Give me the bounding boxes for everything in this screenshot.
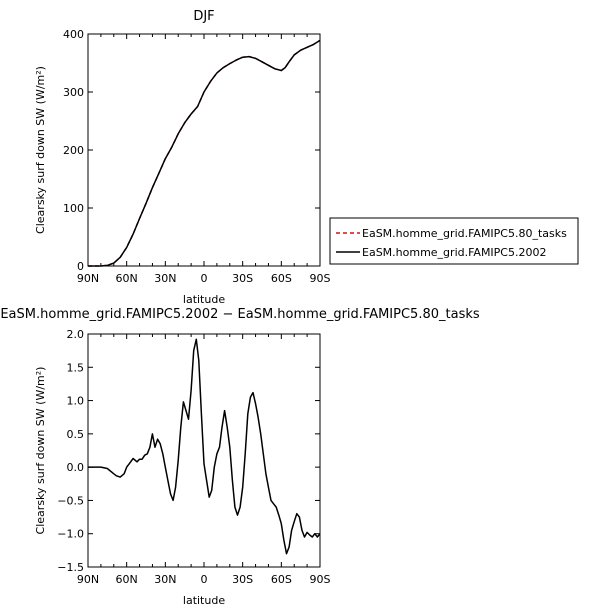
x-tick-label: 60N: [116, 272, 138, 285]
top-chart-title: DJF: [193, 9, 214, 24]
x-tick-label: 30N: [154, 272, 176, 285]
x-tick-label: 60S: [271, 272, 292, 285]
legend-box: [329, 217, 579, 265]
y-tick-label: 2.0: [67, 328, 85, 341]
x-tick-label: 30N: [154, 573, 176, 586]
x-tick-label: 90N: [77, 272, 99, 285]
y-tick-label: −1.5: [57, 561, 84, 574]
x-tick-label: 0: [201, 573, 208, 586]
bottom-y-axis-label: Clearsky surf down SW (W/m²): [34, 367, 47, 535]
y-tick-label: 300: [63, 86, 84, 99]
legend: EaSM.homme_grid.FAMIPC5.80_tasks EaSM.ho…: [329, 217, 579, 265]
bottom-chart-panel: EaSM.homme_grid.FAMIPC5.2002 − EaSM.homm…: [0, 307, 480, 607]
bottom-x-axis-label: latitude: [183, 594, 225, 607]
x-tick-label: 30S: [232, 272, 253, 285]
y-tick-label: 400: [63, 28, 84, 41]
series-line-2002: [88, 39, 321, 267]
top-plot-frame: [87, 33, 321, 267]
y-tick-label: 100: [63, 202, 84, 215]
x-tick-label: 90S: [310, 272, 331, 285]
series-line-80-tasks: [88, 39, 321, 267]
series-line-difference: [88, 338, 321, 555]
top-y-axis-label: Clearsky surf down SW (W/m²): [34, 66, 47, 234]
x-tick-label: 0: [201, 272, 208, 285]
y-tick-label: 200: [63, 144, 84, 157]
y-tick-label: 0.5: [67, 428, 85, 441]
top-axes: 90N 60N 30N 0 30S 60S 90S 0 100 200 300 400: [63, 28, 331, 285]
y-tick-label: 1.5: [67, 361, 85, 374]
y-tick-label: −0.5: [57, 494, 84, 507]
x-tick-label: 60S: [271, 573, 292, 586]
top-x-axis-label: latitude: [183, 293, 225, 306]
top-chart-panel: DJF 90N 60N 30N 0 30S 60S 90S 0 100 200 300 400 lat…: [34, 9, 331, 306]
bottom-series-lines: [88, 338, 321, 555]
top-series-lines: [88, 39, 321, 267]
x-tick-label: 60N: [116, 573, 138, 586]
bottom-chart-title: EaSM.homme_grid.FAMIPC5.2002 − EaSM.homm…: [0, 307, 480, 322]
y-tick-label: −1.0: [57, 528, 84, 541]
legend-label-80-tasks: EaSM.homme_grid.FAMIPC5.80_tasks: [362, 227, 567, 240]
y-tick-label: 1.0: [67, 395, 85, 408]
bottom-axes: 90N 60N 30N 0 30S 60S 90S −1.5 −1.0 −0.5 0.0 0.5 1.0…: [57, 328, 330, 586]
y-tick-label: 0.0: [67, 461, 85, 474]
y-tick-label: 0: [77, 260, 84, 273]
x-tick-label: 90N: [77, 573, 99, 586]
x-tick-label: 30S: [232, 573, 253, 586]
x-tick-label: 90S: [310, 573, 331, 586]
legend-label-2002: EaSM.homme_grid.FAMIPC5.2002: [362, 246, 546, 259]
